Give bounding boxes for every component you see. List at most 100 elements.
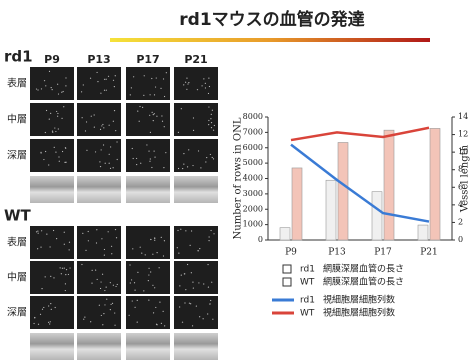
x-tick-label: P9 — [285, 248, 297, 258]
micrograph-speck — [61, 92, 62, 93]
micrograph-speck — [104, 255, 105, 256]
micrograph-speck — [41, 288, 42, 289]
micrograph-speck — [45, 85, 46, 86]
micrograph-speck — [63, 91, 64, 92]
micrograph-speck — [108, 76, 109, 77]
micrograph-speck — [187, 166, 188, 167]
cross-section — [126, 176, 170, 203]
micrograph-speck — [113, 121, 114, 122]
micrograph-speck — [152, 285, 153, 286]
micrograph-speck — [178, 253, 179, 254]
micrograph-speck — [192, 165, 193, 166]
micrograph-speck — [182, 322, 183, 323]
micrograph-speck — [177, 247, 178, 248]
micrograph-speck — [116, 237, 117, 238]
micrograph-speck — [198, 282, 199, 283]
micrograph-speck — [58, 128, 59, 129]
micrograph-speck — [69, 249, 70, 250]
micrograph-speck — [132, 148, 133, 149]
micrograph-speck — [43, 159, 44, 160]
micrograph-speck — [137, 300, 138, 301]
micrograph — [126, 103, 170, 136]
micrograph-speck — [112, 303, 113, 304]
micrograph-speck — [179, 285, 180, 286]
micrograph-speck — [190, 303, 191, 304]
micrograph-speck — [166, 72, 167, 73]
micrograph — [174, 103, 218, 136]
title: rd1マウスの血管の発達 — [179, 9, 364, 30]
micrograph-speck — [110, 309, 111, 310]
micrograph-speck — [96, 242, 97, 243]
micrograph — [30, 67, 74, 100]
micrograph-speck — [62, 268, 63, 269]
micrograph-speck — [95, 270, 96, 271]
micrograph-speck — [190, 245, 191, 246]
micrograph-speck — [193, 117, 194, 118]
micrograph-speck — [114, 110, 115, 111]
micrograph-speck — [137, 272, 138, 273]
bar — [372, 192, 382, 240]
micrograph-speck — [134, 282, 135, 283]
micrograph-speck — [103, 144, 104, 145]
micrograph-speck — [53, 277, 54, 278]
bar — [338, 142, 348, 240]
y2-tick-label: 2 — [458, 217, 463, 226]
micrograph-speck — [193, 130, 194, 131]
y2-tick-label: 12 — [458, 130, 468, 139]
legend-name: rd1 — [300, 265, 315, 275]
micrograph-speck — [111, 304, 112, 305]
micrograph-speck — [154, 151, 155, 152]
micrograph-speck — [207, 264, 208, 265]
slide: rd1マウスの血管の発達 P9P13P17P21rd1表層中層深層WT表層中層深… — [0, 0, 470, 360]
micrograph-speck — [159, 267, 160, 268]
micrograph-speck — [210, 118, 211, 119]
micrograph-speck — [116, 141, 117, 142]
micrograph-speck — [205, 161, 206, 162]
micrograph-speck — [208, 124, 209, 125]
micrograph-speck — [183, 84, 184, 85]
column-label: P21 — [184, 53, 207, 66]
micrograph-speck — [66, 269, 67, 270]
micrograph-speck — [163, 78, 164, 79]
cross-section — [77, 333, 121, 360]
x-tick-label: P17 — [374, 248, 392, 258]
micrograph-speck — [139, 106, 140, 107]
micrograph-speck — [211, 127, 212, 128]
legend-swatch — [283, 265, 291, 273]
micrograph-speck — [183, 163, 184, 164]
micrograph-speck — [117, 159, 118, 160]
legend-name: WT — [300, 309, 315, 319]
micrograph-speck — [163, 167, 164, 168]
micrograph-speck — [212, 110, 213, 111]
micrograph-speck — [92, 270, 93, 271]
x-tick-label: P21 — [420, 248, 438, 258]
micrograph-speck — [58, 93, 59, 94]
micrograph-speck — [165, 152, 166, 153]
cross-section — [126, 333, 170, 360]
micrograph-speck — [188, 149, 189, 150]
micrograph-speck — [109, 154, 110, 155]
micrograph-speck — [96, 72, 97, 73]
micrograph-speck — [108, 231, 109, 232]
micrograph — [174, 67, 218, 100]
micrograph-speck — [45, 276, 46, 277]
micrograph-speck — [130, 282, 131, 283]
y-tick-label: 0 — [258, 235, 263, 244]
micrograph-speck — [104, 290, 105, 291]
micrograph-speck — [44, 80, 45, 81]
micrograph-speck — [88, 240, 89, 241]
micrograph-speck — [90, 78, 91, 79]
micrograph-speck — [152, 112, 153, 113]
micrograph-speck — [64, 244, 65, 245]
cross-section — [30, 176, 74, 203]
micrograph-speck — [99, 161, 100, 162]
micrograph-speck — [206, 157, 207, 158]
micrograph-speck — [196, 305, 197, 306]
micrograph-speck — [49, 323, 50, 324]
micrograph-speck — [94, 114, 95, 115]
micrograph-speck — [55, 307, 56, 308]
micrograph-speck — [129, 264, 130, 265]
micrograph-speck — [136, 158, 137, 159]
micrograph-speck — [161, 237, 162, 238]
micrograph-speck — [49, 246, 50, 247]
